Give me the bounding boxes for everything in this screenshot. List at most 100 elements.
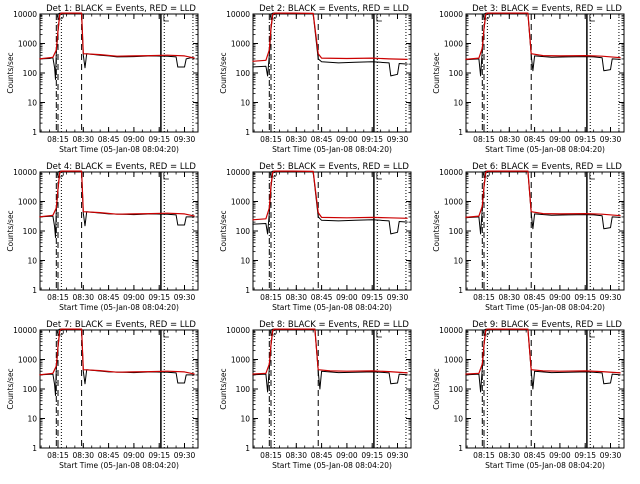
ytick-label: 100 <box>23 227 38 236</box>
series-line-events <box>39 170 195 238</box>
xtick-label: 08:15 <box>473 293 495 302</box>
xtick-label: 09:30 <box>387 451 409 460</box>
xtick-label: 08:30 <box>498 135 520 144</box>
ytick-label: 10000 <box>13 10 37 19</box>
x-axis-label: Start Time (05-Jan-08 08:04:20) <box>485 303 605 312</box>
ytick-label: 10000 <box>439 10 463 19</box>
xtick-label: 08:30 <box>285 451 307 460</box>
series-line-lld <box>39 12 195 60</box>
xtick-label: 08:15 <box>260 451 282 460</box>
plot-title-3: Det 3: BLACK = Events, RED = LLD <box>472 4 622 14</box>
ytick-label: 10 <box>453 99 463 108</box>
plot-title-9: Det 9: BLACK = Events, RED = LLD <box>472 320 622 330</box>
ytick-label: 1000 <box>18 40 37 49</box>
top-circle-mark <box>269 170 277 178</box>
ytick-label: 1000 <box>231 40 250 49</box>
ytick-label: 100 <box>449 385 464 394</box>
xtick-label: 09:30 <box>600 135 622 144</box>
xtick-label: 08:45 <box>524 451 546 460</box>
y-axis-label: Counts/sec <box>219 368 228 409</box>
xtick-label: 08:15 <box>47 451 69 460</box>
ytick-label: 10 <box>240 257 250 266</box>
y-axis-label: Counts/sec <box>219 210 228 251</box>
plot-title-8: Det 8: BLACK = Events, RED = LLD <box>259 320 409 330</box>
xtick-label: 09:30 <box>387 293 409 302</box>
xtick-label: 09:30 <box>387 135 409 144</box>
ytick-label: 100 <box>236 385 251 394</box>
xtick-label: 08:45 <box>311 293 333 302</box>
ytick-label: 1000 <box>444 40 463 49</box>
plot-title-4: Det 4: BLACK = Events, RED = LLD <box>46 162 196 172</box>
plot-title-5: Det 5: BLACK = Events, RED = LLD <box>259 162 409 172</box>
xtick-label: 09:15 <box>361 293 383 302</box>
x-axis-label: Start Time (05-Jan-08 08:04:20) <box>272 303 392 312</box>
series-line-events <box>252 12 408 77</box>
ytick-label: 1 <box>458 128 463 137</box>
xtick-label: 09:15 <box>574 135 596 144</box>
top-corner-mark <box>163 173 169 180</box>
ytick-label: 10 <box>27 415 37 424</box>
ytick-label: 1 <box>32 128 37 137</box>
xtick-label: 09:30 <box>600 293 622 302</box>
ytick-label: 1000 <box>444 356 463 365</box>
ytick-label: 10 <box>453 415 463 424</box>
xtick-label: 08:30 <box>72 451 94 460</box>
ytick-label: 1000 <box>18 198 37 207</box>
ytick-label: 100 <box>236 69 251 78</box>
ytick-label: 1 <box>245 444 250 453</box>
xtick-label: 09:00 <box>549 293 571 302</box>
top-circle-mark <box>56 328 64 336</box>
y-axis-label: Counts/sec <box>219 52 228 93</box>
series-line-lld <box>252 12 408 62</box>
xtick-label: 08:45 <box>98 135 120 144</box>
ytick-label: 100 <box>449 227 464 236</box>
series-line-events <box>39 328 195 396</box>
top-circle-mark <box>269 12 277 20</box>
xtick-label: 09:00 <box>549 451 571 460</box>
series-line-lld <box>39 328 195 376</box>
ytick-label: 1 <box>458 444 463 453</box>
ytick-label: 1000 <box>18 356 37 365</box>
ytick-label: 10 <box>240 415 250 424</box>
xtick-label: 09:15 <box>148 135 170 144</box>
series-line-events <box>39 12 195 80</box>
x-axis-label: Start Time (05-Jan-08 08:04:20) <box>59 145 179 154</box>
x-axis-label: Start Time (05-Jan-08 08:04:20) <box>485 145 605 154</box>
series-line-events <box>252 170 408 235</box>
y-axis-label: Counts/sec <box>432 368 441 409</box>
plot-frame-6 <box>465 171 625 291</box>
xtick-label: 08:30 <box>72 135 94 144</box>
ytick-label: 1 <box>245 286 250 295</box>
y-axis-label: Counts/sec <box>432 210 441 251</box>
ytick-label: 1 <box>32 444 37 453</box>
plot-frame-4 <box>39 171 199 291</box>
plot-frame-2 <box>252 13 412 133</box>
y-axis-label: Counts/sec <box>432 52 441 93</box>
series-line-lld <box>465 328 621 375</box>
top-corner-mark <box>163 15 169 22</box>
top-circle-mark <box>56 12 64 20</box>
x-axis-label: Start Time (05-Jan-08 08:04:20) <box>59 461 179 470</box>
xtick-label: 09:15 <box>574 451 596 460</box>
ytick-label: 10 <box>240 99 250 108</box>
series-line-lld <box>252 328 408 375</box>
xtick-label: 09:00 <box>336 135 358 144</box>
x-axis-label: Start Time (05-Jan-08 08:04:20) <box>272 145 392 154</box>
xtick-label: 09:15 <box>574 293 596 302</box>
xtick-label: 08:45 <box>311 451 333 460</box>
top-corner-mark <box>589 173 595 180</box>
plot-frame-3 <box>465 13 625 133</box>
xtick-label: 09:15 <box>361 451 383 460</box>
plot-frame-5 <box>252 171 412 291</box>
xtick-label: 09:00 <box>549 135 571 144</box>
xtick-label: 08:30 <box>285 135 307 144</box>
ytick-label: 1000 <box>444 198 463 207</box>
plot-title-2: Det 2: BLACK = Events, RED = LLD <box>259 4 409 14</box>
xtick-label: 09:30 <box>174 293 196 302</box>
top-circle-mark <box>482 12 490 20</box>
xtick-label: 09:15 <box>361 135 383 144</box>
top-circle-mark <box>482 328 490 336</box>
ytick-label: 1 <box>245 128 250 137</box>
xtick-label: 09:00 <box>123 135 145 144</box>
